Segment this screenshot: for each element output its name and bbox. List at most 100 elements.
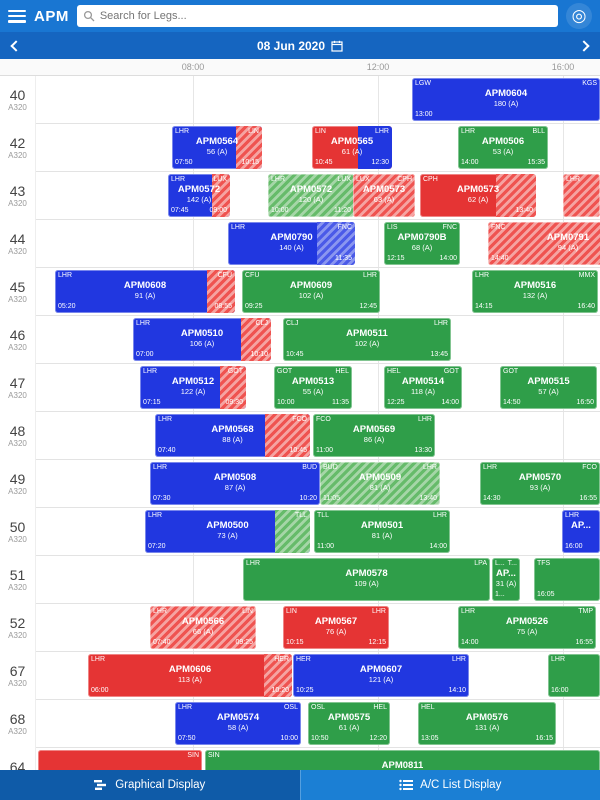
flight-block[interactable]: LIN LHR APM0565 61 (A) 10:45 12:30 — [312, 126, 392, 169]
dep-airport: GOT — [277, 368, 293, 375]
pax-count: 118 (A) — [410, 387, 436, 396]
flight-block[interactable]: LHR FCO APM0568 88 (A) 07:40 10:45 — [155, 414, 310, 457]
search-box[interactable] — [76, 5, 558, 27]
aircraft-type: A320 — [8, 535, 27, 544]
dep-airport: L... — [495, 560, 505, 567]
flight-block[interactable]: LHR TMP APM0526 75 (A) 14:00 16:55 — [458, 606, 596, 649]
flight-block[interactable]: OSL HEL APM0575 61 (A) 10:50 12:20 — [308, 702, 390, 745]
flight-block[interactable]: LHR OSL APM0574 58 (A) 07:50 10:00 — [175, 702, 301, 745]
flight-block[interactable]: LHR FNC APM0790 140 (A) 11:35 — [228, 222, 355, 265]
flight-block[interactable]: GOT HEL APM0513 55 (A) 10:00 11:35 — [274, 366, 352, 409]
aircraft-row: 51 A320 LHR LPA APM0578 109 (A) L... T... AP... 3… — [0, 556, 600, 604]
flight-block[interactable]: HEL APM0576 131 (A) 13:05 16:15 — [418, 702, 556, 745]
flight-block[interactable]: SIN APM0811 — [205, 750, 600, 770]
dep-time: 11:05 — [323, 495, 340, 502]
pax-count: 180 (A) — [493, 99, 519, 108]
flight-block[interactable]: LGW KGS APM0604 180 (A) 13:00 — [412, 78, 600, 121]
aircraft-label[interactable]: 51 A320 — [0, 556, 36, 604]
aircraft-label[interactable]: 50 A320 — [0, 508, 36, 556]
flight-number: APM0568 — [211, 424, 254, 435]
flight-block[interactable]: LHR 16:00 — [548, 654, 600, 697]
aircraft-label[interactable]: 44 A320 — [0, 220, 36, 268]
flight-block[interactable]: TFS 16:05 — [534, 558, 600, 601]
flight-block[interactable]: SIN — [38, 750, 202, 770]
menu-icon[interactable] — [8, 9, 26, 23]
tab-graphical-display[interactable]: Graphical Display — [0, 770, 300, 800]
date-display[interactable]: 08 Jun 2020 — [257, 39, 343, 53]
flight-block[interactable]: LHR BUD APM0508 87 (A) 07:30 10:20 — [150, 462, 320, 505]
flight-block[interactable]: GOT APM0515 57 (A) 14:50 16:50 — [500, 366, 597, 409]
flight-block[interactable]: LHR LIN APM0566 66 (A) 07:40 09:25 — [150, 606, 256, 649]
flight-block[interactable]: LIN LHR APM0567 76 (A) 10:15 12:15 — [283, 606, 389, 649]
flight-block[interactable]: FNC APM0791 94 (A) 14:40 — [488, 222, 600, 265]
flight-block[interactable]: LHR LIN APM0564 56 (A) 07:50 10:15 — [172, 126, 262, 169]
flight-block[interactable]: CLJ LHR APM0511 102 (A) 10:45 13:45 — [283, 318, 451, 361]
flight-number: APM0578 — [345, 568, 388, 579]
flight-number: APM0515 — [527, 376, 570, 387]
search-input[interactable] — [99, 10, 552, 22]
aircraft-label[interactable]: 64A320 — [0, 748, 36, 770]
aircraft-label[interactable]: 47 A320 — [0, 364, 36, 412]
aircraft-number: 40 — [9, 87, 26, 103]
flight-block[interactable]: LHR GOT APM0512 122 (A) 07:15 09:30 — [140, 366, 246, 409]
search-icon — [83, 10, 95, 22]
flight-block[interactable]: LHR BLL APM0506 53 (A) 14:00 15:35 — [458, 126, 548, 169]
flight-block[interactable]: BUD LHR APM0509 81 (A) 11:05 13:40 — [320, 462, 440, 505]
flight-number: AP... — [571, 520, 591, 531]
aircraft-label[interactable]: 48 A320 — [0, 412, 36, 460]
tab-ac-list-display[interactable]: A/C List Display — [299, 770, 600, 800]
flight-block[interactable]: LHR FCO APM0570 93 (A) 14:30 16:55 — [480, 462, 600, 505]
flight-block[interactable]: CPH APM0573 62 (A) 13:40 — [420, 174, 536, 217]
aircraft-label[interactable]: 52 A320 — [0, 604, 36, 652]
next-day-button[interactable] — [578, 39, 590, 52]
flight-block[interactable]: HEL GOT APM0514 118 (A) 12:25 14:00 — [384, 366, 462, 409]
dep-airport: LHR — [158, 416, 173, 423]
flight-block[interactable]: LHR AP... 16:00 — [562, 510, 600, 553]
flight-block[interactable]: LHR LUX APM0572 142 (A) 07:45 09:00 — [168, 174, 230, 217]
dep-airport: CPH — [423, 176, 438, 183]
flight-block[interactable]: LHR CFU APM0608 91 (A) 05:20 08:55 — [55, 270, 235, 313]
aircraft-label[interactable]: 49 A320 — [0, 460, 36, 508]
dep-airport: LHR — [148, 512, 163, 519]
flight-block[interactable]: FCO LHR APM0569 86 (A) 11:00 13:30 — [313, 414, 435, 457]
aircraft-label[interactable]: 68 A320 — [0, 700, 36, 748]
arr-airport: LHR — [371, 608, 386, 615]
aircraft-label[interactable]: 67 A320 — [0, 652, 36, 700]
flight-block[interactable]: LHR TLL APM0500 73 (A) 07:20 — [145, 510, 310, 553]
flight-block[interactable]: LHR MMX APM0516 132 (A) 14:15 16:40 — [472, 270, 598, 313]
pax-count: 106 (A) — [189, 339, 215, 348]
flight-block[interactable]: LHR — [563, 174, 600, 217]
pax-count: 113 (A) — [177, 675, 203, 684]
flight-number: APM0573 — [456, 184, 500, 195]
flight-block[interactable]: LIS FNC APM0790B 68 (A) 12:15 14:00 — [384, 222, 460, 265]
flight-block[interactable]: HER LHR APM0607 121 (A) 10:25 14:10 — [293, 654, 469, 697]
dep-airport: HEL — [421, 704, 435, 711]
aircraft-label[interactable]: 42 A320 — [0, 124, 36, 172]
aircraft-number: 44 — [9, 231, 26, 247]
aircraft-number: 43 — [9, 183, 26, 199]
arr-time: 14:10 — [448, 687, 466, 694]
flight-number: APM0572 — [289, 184, 333, 195]
aircraft-label[interactable]: 46 A320 — [0, 316, 36, 364]
flight-block[interactable]: CFU LHR APM0609 102 (A) 09:25 12:45 — [242, 270, 380, 313]
aircraft-type: A320 — [8, 631, 27, 640]
target-button[interactable]: ◎ — [566, 3, 592, 29]
flight-block[interactable]: LUX CPH APM0573 63 (A) — [353, 174, 415, 217]
flight-block[interactable]: LHR LPA APM0578 109 (A) — [243, 558, 490, 601]
prev-day-button[interactable] — [10, 39, 22, 52]
aircraft-label[interactable]: 40 A320 — [0, 76, 36, 124]
aircraft-label[interactable]: 43 A320 — [0, 172, 36, 220]
dep-airport: TLL — [317, 512, 330, 519]
flight-number: APM0526 — [505, 616, 549, 627]
arr-time: 12:45 — [359, 303, 377, 310]
dep-time: 10:00 — [271, 207, 289, 214]
aircraft-row: 42 A320 LHR LIN APM0564 56 (A) 07:50 10:15 LIN LH… — [0, 124, 600, 172]
flight-block[interactable]: LHR CLJ APM0510 106 (A) 07:00 10:10 — [133, 318, 271, 361]
flight-block[interactable]: LHR HER APM0606 113 (A) 06:00 10:20 — [88, 654, 292, 697]
timeline-header: 08:00 12:00 16:00 — [0, 59, 600, 76]
arr-airport: LHR — [451, 656, 466, 663]
flight-block[interactable]: L... T... AP... 31 (A) 1... — [492, 558, 520, 601]
flight-block[interactable]: TLL LHR APM0501 81 (A) 11:00 14:00 — [314, 510, 450, 553]
flight-block[interactable]: LHR LUX APM0572 120 (A) 10:00 11:20 — [268, 174, 354, 217]
aircraft-label[interactable]: 45 A320 — [0, 268, 36, 316]
